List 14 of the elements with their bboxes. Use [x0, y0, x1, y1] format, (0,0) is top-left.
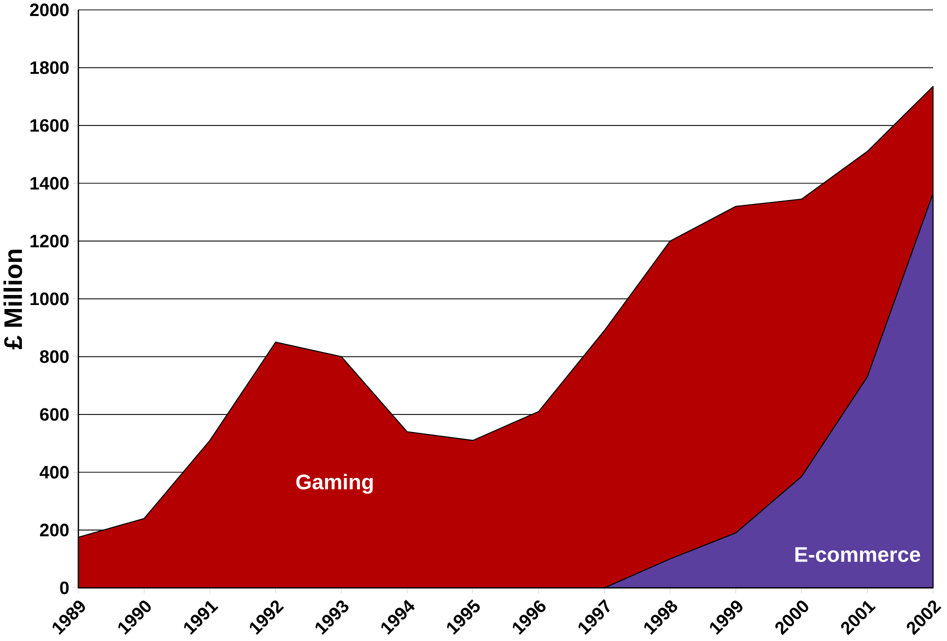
- y-tick-label: 2000: [30, 4, 69, 16]
- y-tick-label: 1400: [30, 177, 69, 190]
- y-tick-label: 0: [60, 582, 69, 594]
- series-label: Gaming: [296, 474, 373, 494]
- y-tick-label: 1600: [30, 119, 69, 132]
- y-tick-label: 800: [40, 350, 69, 364]
- series-label: E-commerce: [795, 547, 920, 562]
- y-tick-label: 1000: [30, 292, 69, 306]
- y-tick-label: 1200: [30, 234, 69, 248]
- y-tick-label: 400: [40, 466, 69, 479]
- y-tick-label: 600: [40, 408, 69, 421]
- y-axis-title: £ Million: [4, 250, 22, 350]
- y-tick-label: 200: [40, 524, 69, 537]
- y-tick-label: 1800: [30, 61, 69, 74]
